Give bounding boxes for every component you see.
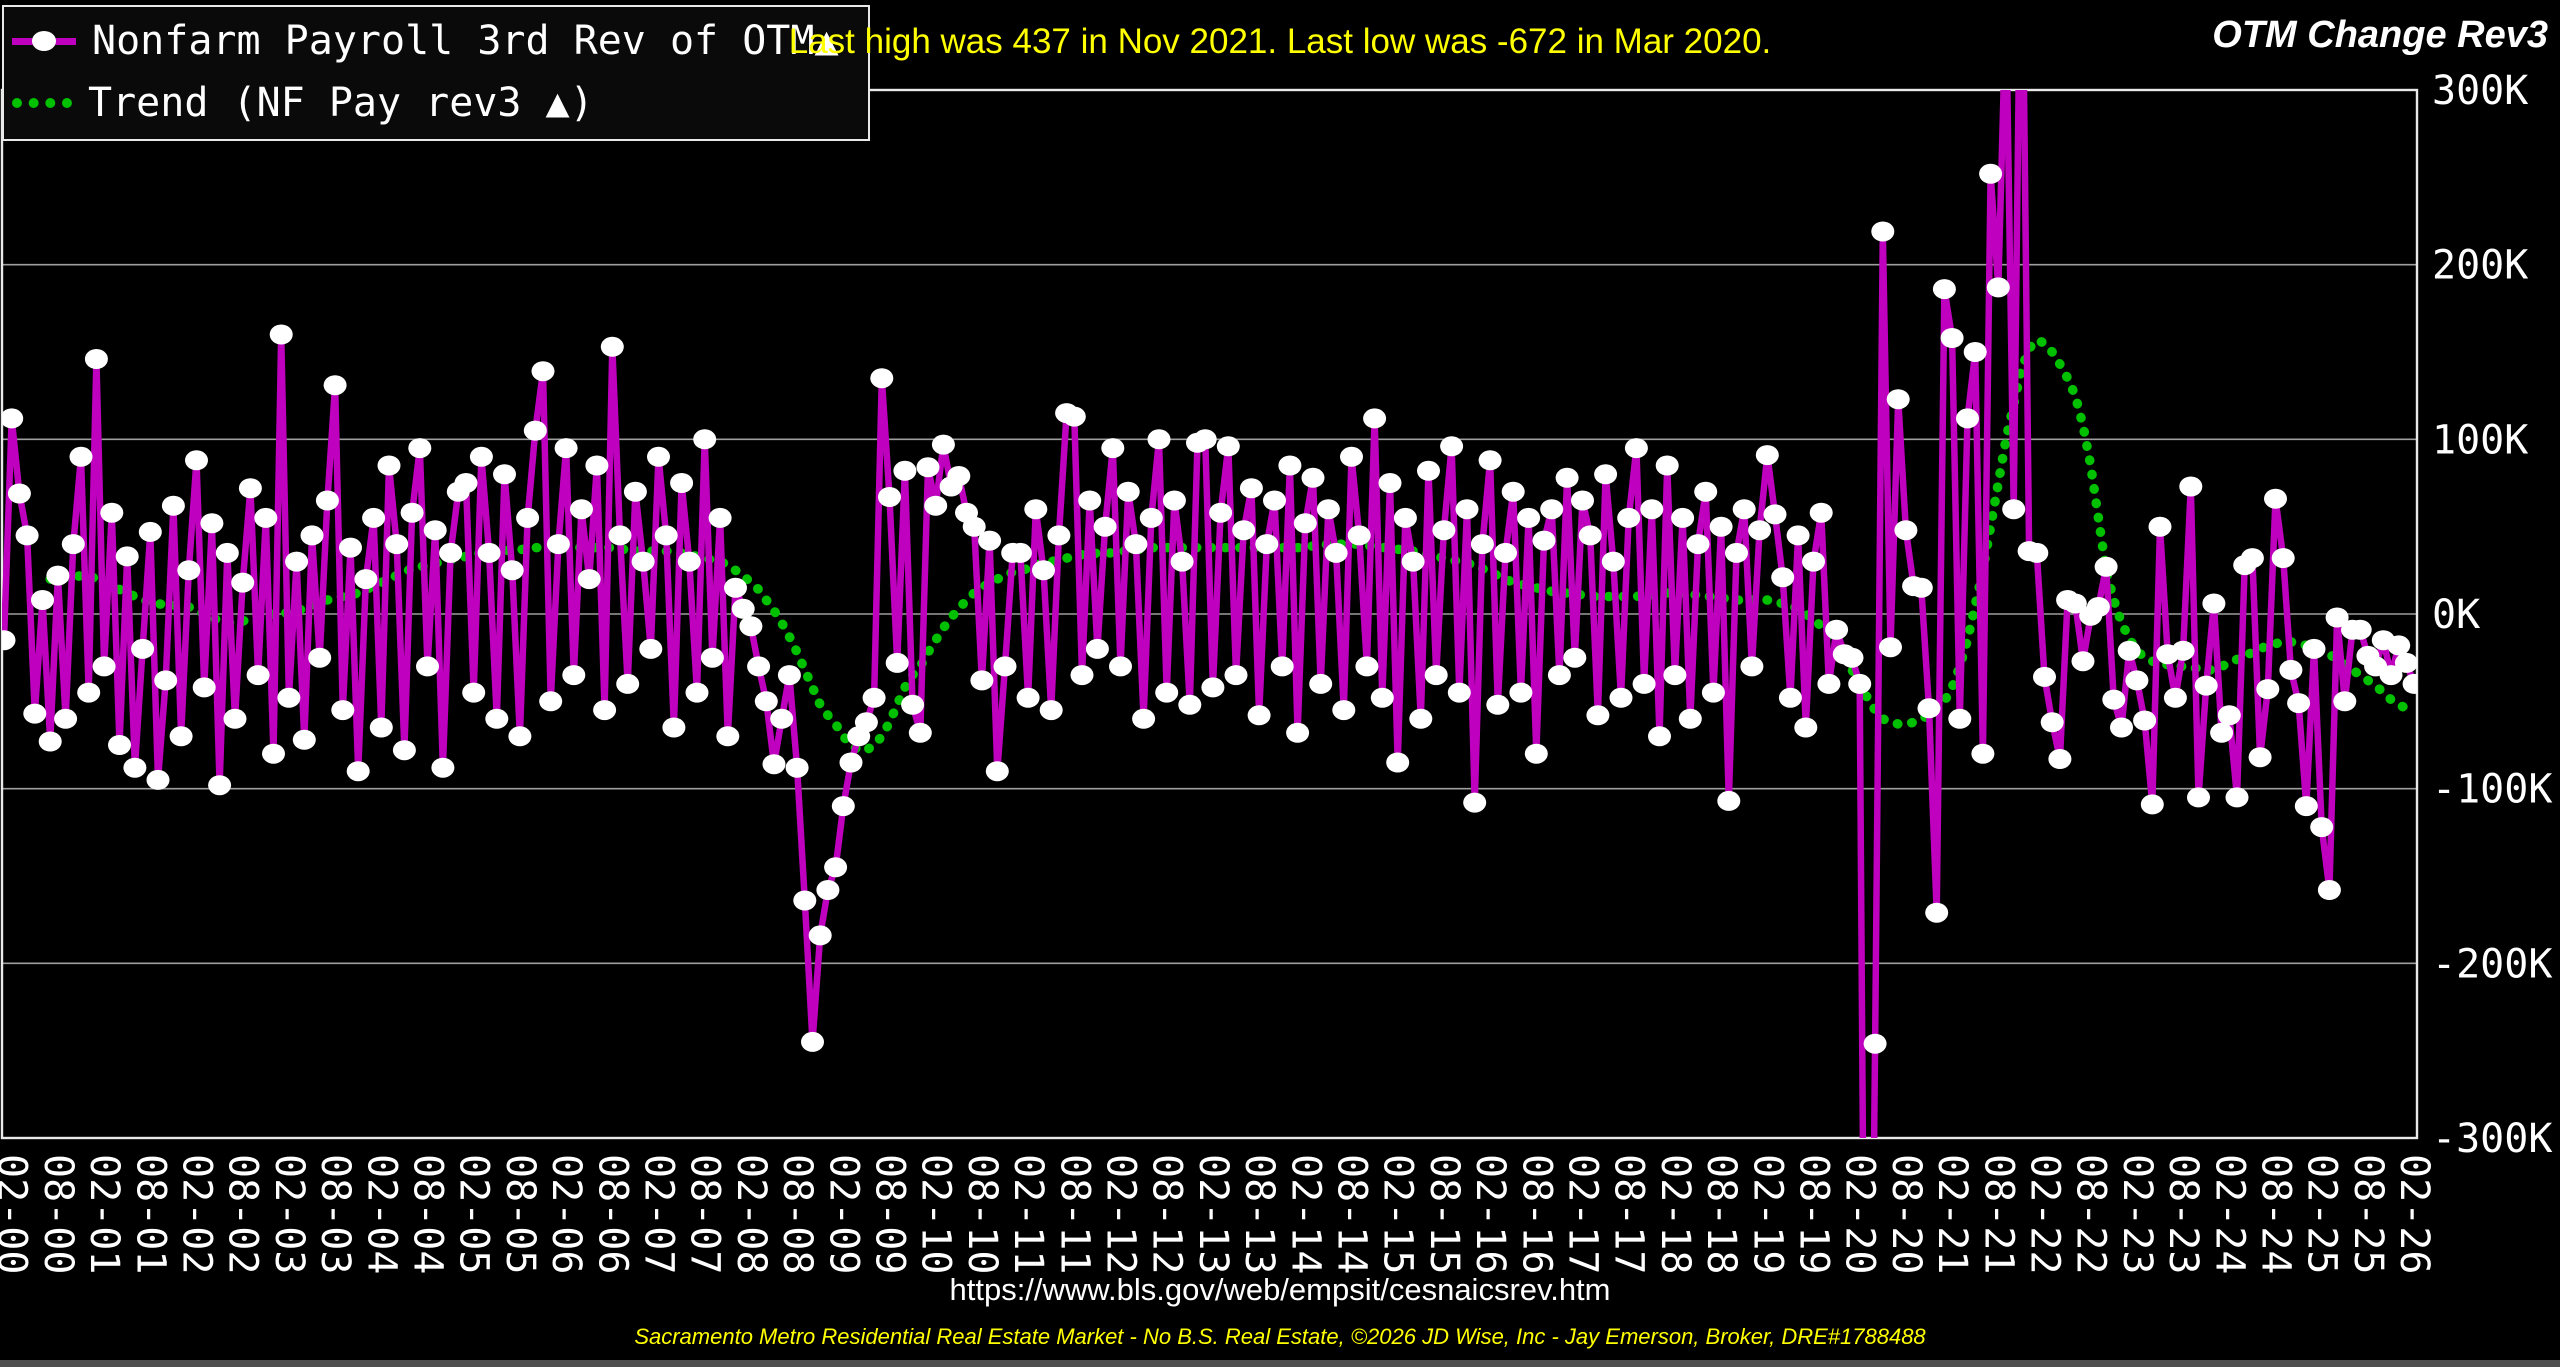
svg-text:02-14: 02-14 [1282, 1154, 1328, 1274]
svg-text:02-16: 02-16 [1467, 1154, 1513, 1274]
svg-text:02-07: 02-07 [636, 1154, 682, 1274]
svg-text:08-08: 08-08 [774, 1154, 820, 1274]
svg-text:08-25: 08-25 [2345, 1154, 2391, 1274]
svg-text:02-22: 02-22 [2022, 1154, 2068, 1274]
svg-text:08-03: 08-03 [312, 1154, 358, 1274]
svg-text:0K: 0K [2432, 592, 2480, 638]
svg-text:02-06: 02-06 [543, 1154, 589, 1274]
svg-text:08-14: 08-14 [1329, 1154, 1375, 1274]
svg-text:08-23: 08-23 [2160, 1154, 2206, 1274]
svg-text:02-09: 02-09 [820, 1154, 866, 1274]
svg-text:-300K: -300K [2432, 1116, 2552, 1162]
source-url: https://www.bls.gov/web/empsit/cesnaicsr… [949, 1272, 1611, 1307]
svg-text:02-21: 02-21 [1929, 1154, 1975, 1274]
svg-text:08-04: 08-04 [405, 1154, 451, 1274]
svg-text:02-23: 02-23 [2114, 1154, 2160, 1274]
svg-text:08-17: 08-17 [1606, 1154, 1652, 1274]
svg-text:08-12: 08-12 [1144, 1154, 1190, 1274]
payroll-line-swatch [12, 30, 76, 51]
legend-label-trend: Trend (NF Pay rev3 ▲) [88, 80, 594, 126]
svg-text:200K: 200K [2432, 243, 2528, 289]
svg-text:08-21: 08-21 [1975, 1154, 2021, 1274]
svg-text:02-01: 02-01 [81, 1154, 127, 1274]
svg-text:08-06: 08-06 [589, 1154, 635, 1274]
svg-text:02-00: 02-00 [0, 1154, 35, 1274]
svg-text:02-11: 02-11 [1005, 1154, 1051, 1274]
svg-text:02-13: 02-13 [1190, 1154, 1236, 1274]
svg-text:02-15: 02-15 [1375, 1154, 1421, 1274]
svg-text:08-05: 08-05 [497, 1154, 543, 1274]
svg-text:300K: 300K [2432, 68, 2528, 114]
svg-text:100K: 100K [2432, 417, 2528, 463]
svg-text:08-20: 08-20 [1883, 1154, 1929, 1274]
svg-text:08-16: 08-16 [1513, 1154, 1559, 1274]
svg-text:02-19: 02-19 [1744, 1154, 1790, 1274]
svg-text:08-09: 08-09 [867, 1154, 913, 1274]
svg-text:02-02: 02-02 [174, 1154, 220, 1274]
high-low-annotation: Last high was 437 in Nov 2021. Last low … [788, 22, 1772, 61]
svg-text:08-24: 08-24 [2253, 1154, 2299, 1274]
svg-text:02-05: 02-05 [451, 1154, 497, 1274]
svg-text:02-26: 02-26 [2391, 1154, 2437, 1274]
payroll-marker-icon [32, 30, 56, 51]
trend-line-swatch [12, 98, 72, 108]
svg-text:08-01: 08-01 [127, 1154, 173, 1274]
svg-text:08-19: 08-19 [1791, 1154, 1837, 1274]
page-title: OTM Change Rev3 [2212, 14, 2548, 56]
svg-text:02-03: 02-03 [266, 1154, 312, 1274]
svg-text:02-25: 02-25 [2299, 1154, 2345, 1274]
svg-text:02-17: 02-17 [1560, 1154, 1606, 1274]
legend-item-trend: Trend (NF Pay rev3 ▲) [12, 77, 856, 129]
legend-item-payroll: Nonfarm Payroll 3rd Rev of OTM▲ [12, 15, 856, 67]
svg-text:02-10: 02-10 [913, 1154, 959, 1274]
svg-text:08-22: 08-22 [2068, 1154, 2114, 1274]
legend-label-payroll: Nonfarm Payroll 3rd Rev of OTM▲ [92, 18, 839, 64]
window-bottom-edge [0, 1360, 2560, 1367]
svg-text:02-24: 02-24 [2206, 1154, 2252, 1274]
chart-legend: Nonfarm Payroll 3rd Rev of OTM▲ Trend (N… [2, 5, 870, 141]
svg-text:08-07: 08-07 [682, 1154, 728, 1274]
svg-text:02-08: 02-08 [728, 1154, 774, 1274]
svg-text:-200K: -200K [2432, 941, 2552, 987]
svg-text:08-00: 08-00 [35, 1154, 81, 1274]
svg-text:08-13: 08-13 [1236, 1154, 1282, 1274]
svg-text:08-02: 08-02 [220, 1154, 266, 1274]
svg-text:08-11: 08-11 [1051, 1154, 1097, 1274]
credit-line: Sacramento Metro Residential Real Estate… [634, 1324, 1926, 1349]
svg-text:08-15: 08-15 [1421, 1154, 1467, 1274]
svg-text:08-10: 08-10 [959, 1154, 1005, 1274]
svg-text:02-12: 02-12 [1098, 1154, 1144, 1274]
svg-text:02-18: 02-18 [1652, 1154, 1698, 1274]
svg-text:02-04: 02-04 [358, 1154, 404, 1274]
svg-text:08-18: 08-18 [1698, 1154, 1744, 1274]
svg-text:02-20: 02-20 [1837, 1154, 1883, 1274]
svg-text:-100K: -100K [2432, 767, 2552, 813]
